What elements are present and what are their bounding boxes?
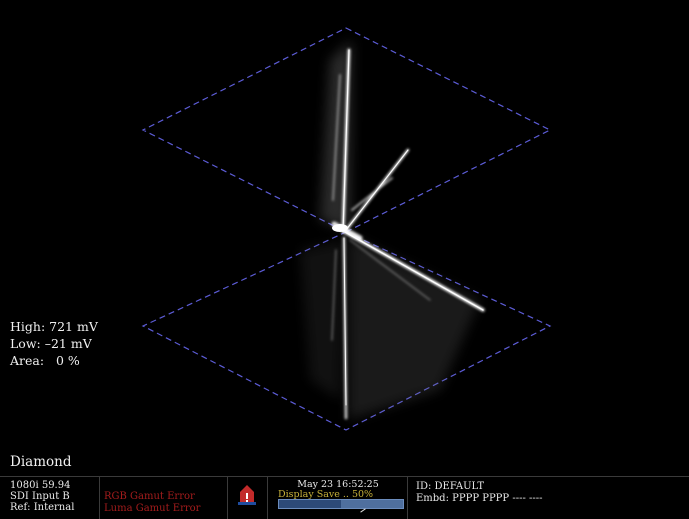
low-readout: Low: –21 mV	[10, 336, 92, 351]
warning-icon	[238, 485, 256, 505]
waveform-trace	[331, 48, 485, 420]
trace-haze	[300, 40, 480, 420]
display-save-label: Display Save .. 50%	[278, 489, 374, 500]
save-progress-bar	[278, 499, 404, 509]
status-bar: 1080i 59.94 SDI Input B Ref: Internal RG…	[0, 476, 689, 519]
area-readout: Area: 0 %	[10, 353, 80, 368]
measurement-title: Diamond	[10, 454, 72, 470]
diamond-display	[141, 27, 552, 431]
preset-id: ID: DEFAULT	[416, 481, 485, 492]
rgb-gamut-error: RGB Gamut Error	[104, 491, 195, 502]
id-panel[interactable]: ID: DEFAULT Embd: PPPP PPPP ---- ----	[408, 477, 689, 519]
high-readout: High: 721 mV	[10, 319, 98, 334]
upper-diamond	[141, 27, 552, 233]
date-time: May 23 16:52:25	[297, 479, 379, 490]
error-panel[interactable]: RGB Gamut Error Luma Gamut Error	[100, 477, 228, 519]
luma-gamut-error: Luma Gamut Error	[104, 502, 201, 514]
input-source: SDI Input B	[10, 491, 70, 502]
reference-source: Ref: Internal	[10, 502, 75, 513]
alarm-panel[interactable]	[228, 477, 268, 519]
clock-panel: May 23 16:52:25 Display Save .. 50%	[268, 477, 408, 519]
embedded-audio-status: Embd: PPPP PPPP ---- ----	[416, 493, 543, 504]
lower-diamond	[141, 231, 552, 431]
diamond-graticule	[141, 27, 552, 431]
video-format: 1080i 59.94	[10, 480, 71, 491]
save-progress-fill	[279, 500, 341, 508]
pointer-cursor	[360, 508, 366, 513]
gamut-readouts: High: 721 mV Low: –21 mV Area: 0 %	[10, 318, 98, 369]
signal-format-panel[interactable]: 1080i 59.94 SDI Input B Ref: Internal	[0, 477, 100, 519]
